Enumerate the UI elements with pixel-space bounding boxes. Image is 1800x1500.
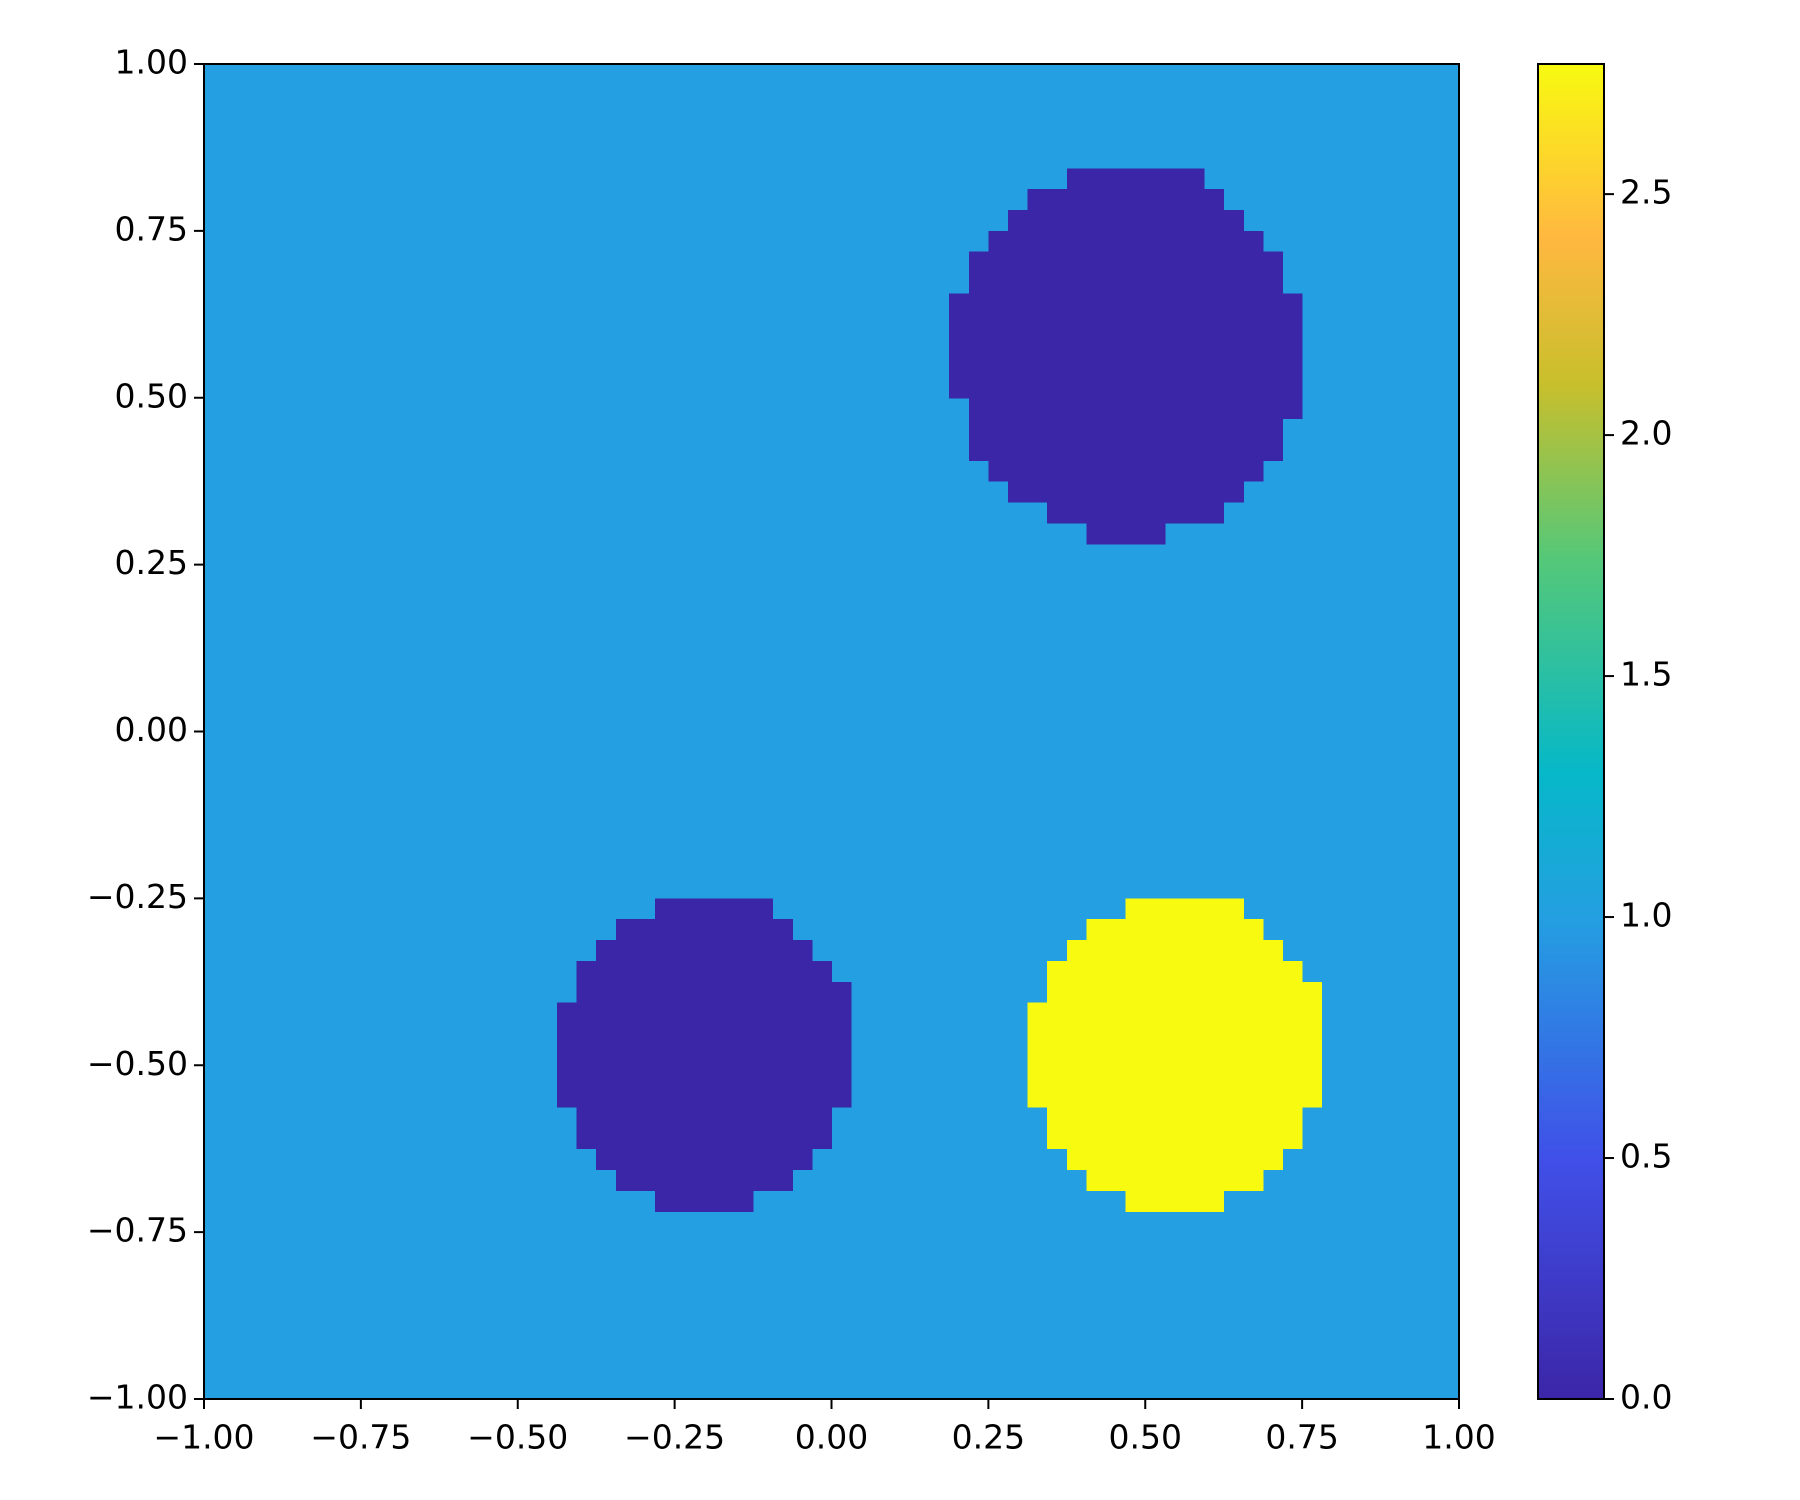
x-tick-label: 0.50 bbox=[1109, 1418, 1182, 1457]
y-tick-label: 0.75 bbox=[115, 209, 188, 248]
heatmap-cell bbox=[1027, 1044, 1323, 1066]
heatmap-cell bbox=[949, 293, 1303, 315]
heatmap-cell bbox=[576, 1127, 832, 1150]
heatmap-cell bbox=[1086, 919, 1264, 941]
heatmap-cell bbox=[1125, 1190, 1225, 1212]
heatmap-cell bbox=[615, 919, 793, 941]
heatmap-cell bbox=[1047, 960, 1303, 983]
x-tick-label: −1.00 bbox=[153, 1418, 254, 1457]
heatmap-cell bbox=[968, 251, 1284, 274]
heatmap-cell bbox=[968, 418, 1284, 440]
heatmap-cell bbox=[576, 1106, 832, 1129]
colorbar-tick-label: 0.0 bbox=[1620, 1378, 1672, 1417]
heatmap-cell bbox=[1007, 481, 1244, 503]
heatmap-cell bbox=[988, 460, 1264, 482]
heatmap-cell bbox=[1125, 898, 1244, 920]
heatmap-cell bbox=[1086, 1169, 1264, 1191]
heatmap-cell bbox=[1027, 1002, 1323, 1025]
y-tick-label: −0.25 bbox=[87, 877, 188, 916]
heatmap-cell bbox=[1066, 940, 1284, 962]
y-tick-label: −1.00 bbox=[87, 1378, 188, 1417]
heatmap-cell bbox=[988, 230, 1264, 253]
x-tick-label: −0.25 bbox=[624, 1418, 725, 1457]
heatmap-cell bbox=[949, 314, 1303, 336]
heatmap-cell bbox=[1027, 1086, 1323, 1108]
heatmap-cell bbox=[596, 1148, 813, 1171]
y-tick-label: −0.75 bbox=[87, 1211, 188, 1250]
heatmap-cell bbox=[556, 1086, 852, 1108]
heatmap-cell bbox=[949, 335, 1303, 357]
colorbar-tick-label: 1.0 bbox=[1620, 896, 1672, 935]
heatmap-cell bbox=[1066, 168, 1205, 190]
heatmap-cell bbox=[655, 1190, 754, 1212]
heatmap-cell bbox=[1047, 981, 1323, 1004]
heatmap-cell bbox=[968, 272, 1284, 294]
y-tick-label: 0.00 bbox=[115, 710, 188, 749]
heatmap-cell bbox=[556, 1023, 852, 1045]
y-tick-label: 0.25 bbox=[115, 543, 188, 582]
heatmap-cell bbox=[1007, 210, 1244, 232]
heatmap-cell bbox=[615, 1169, 793, 1191]
colorbar-tick-label: 0.5 bbox=[1620, 1137, 1672, 1176]
x-tick-label: −0.75 bbox=[310, 1418, 411, 1457]
heatmap-cell bbox=[949, 356, 1303, 378]
heatmap-cell bbox=[556, 1002, 852, 1025]
x-tick-label: 0.75 bbox=[1265, 1418, 1338, 1457]
heatmap-cell bbox=[556, 1044, 852, 1066]
y-tick-label: 0.50 bbox=[115, 376, 188, 415]
y-tick-label: 1.00 bbox=[115, 43, 188, 82]
x-tick-label: 0.00 bbox=[795, 1418, 868, 1457]
colorbar-tick-label: 2.5 bbox=[1620, 173, 1672, 212]
heatmap-cell bbox=[1086, 522, 1166, 545]
heatmap-cell bbox=[1066, 1148, 1284, 1171]
heatmap-cell bbox=[576, 981, 852, 1004]
heatmap-cell bbox=[1047, 1127, 1303, 1150]
heatmap-cell bbox=[655, 898, 774, 920]
heatmap-cell bbox=[556, 1065, 852, 1087]
heatmap-cell bbox=[968, 439, 1284, 461]
heatmap-cell bbox=[1027, 1023, 1323, 1045]
heatmap-cell bbox=[949, 376, 1303, 399]
colorbar-tick-label: 1.5 bbox=[1620, 655, 1672, 694]
y-tick-label: −0.50 bbox=[87, 1044, 188, 1083]
heatmap-cell bbox=[596, 940, 813, 962]
heatmap-cell bbox=[1027, 189, 1225, 211]
heatmap-cell bbox=[1047, 1106, 1303, 1129]
colorbar bbox=[1537, 63, 1605, 1400]
x-tick-label: 1.00 bbox=[1422, 1418, 1495, 1457]
heatmap-cell bbox=[1047, 502, 1225, 524]
heatmap-cell bbox=[576, 960, 832, 983]
heatmap-cell bbox=[968, 397, 1303, 420]
colorbar-tick-label: 2.0 bbox=[1620, 414, 1672, 453]
x-tick-label: −0.50 bbox=[467, 1418, 568, 1457]
heatmap-cell bbox=[1027, 1065, 1323, 1087]
x-tick-label: 0.25 bbox=[952, 1418, 1025, 1457]
